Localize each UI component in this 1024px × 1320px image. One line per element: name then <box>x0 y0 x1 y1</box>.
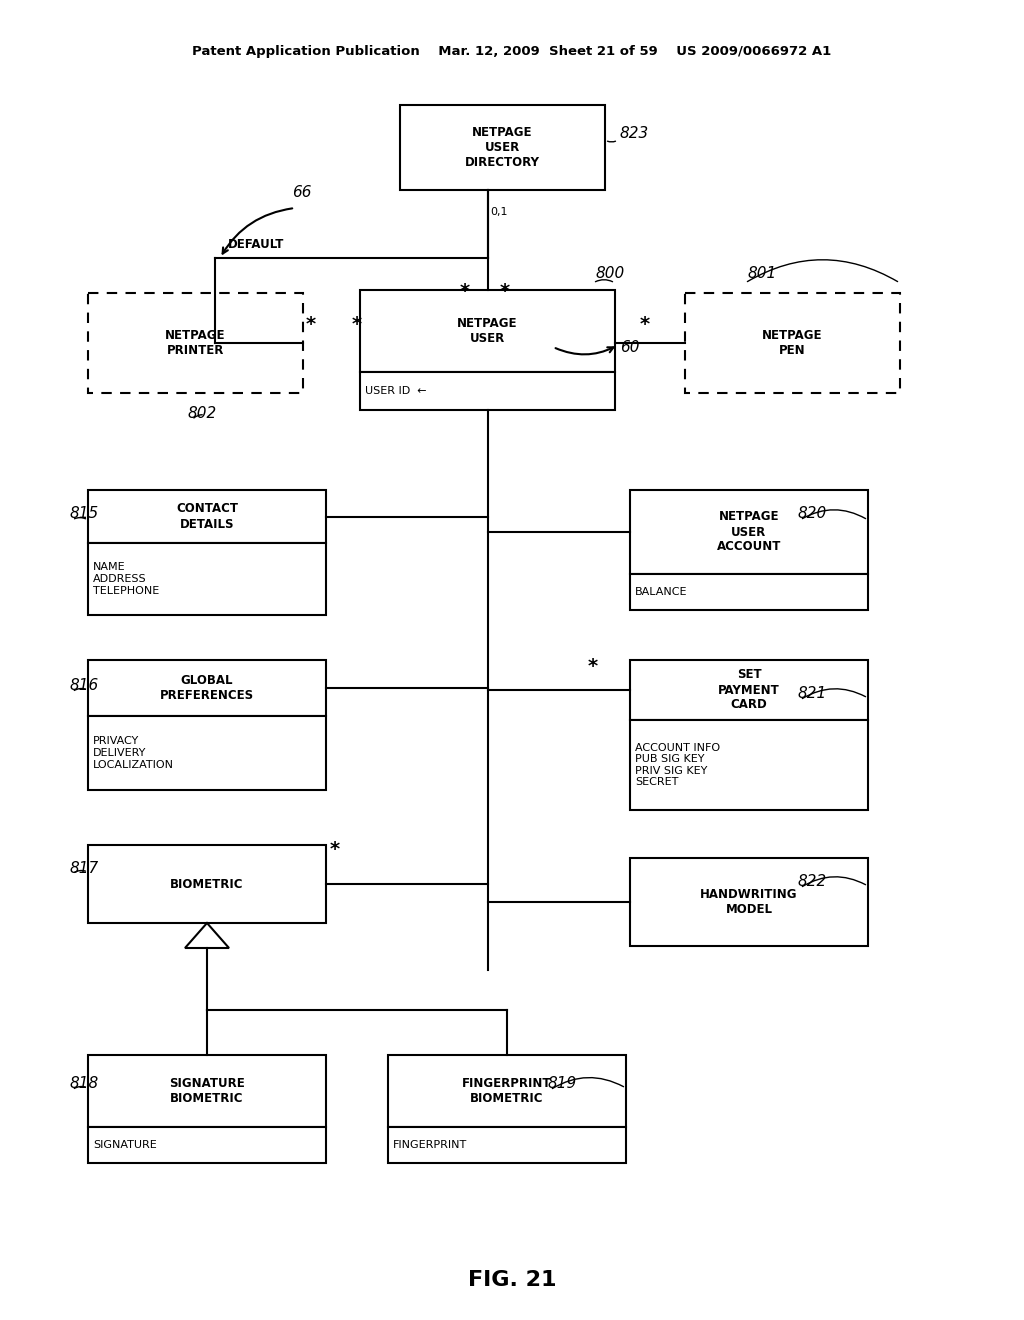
Bar <box>388 1055 626 1127</box>
Text: NAME
ADDRESS
TELEPHONE: NAME ADDRESS TELEPHONE <box>93 562 160 595</box>
Text: ACCOUNT INFO
PUB SIG KEY
PRIV SIG KEY
SECRET: ACCOUNT INFO PUB SIG KEY PRIV SIG KEY SE… <box>635 743 720 788</box>
Text: *: * <box>640 315 650 334</box>
Text: 0,1: 0,1 <box>490 207 508 216</box>
Bar <box>88 1055 326 1127</box>
Text: 817: 817 <box>70 861 99 876</box>
Text: FINGERPRINT: FINGERPRINT <box>393 1140 467 1150</box>
Text: 819: 819 <box>548 1076 578 1092</box>
Text: 816: 816 <box>70 678 99 693</box>
Text: DEFAULT: DEFAULT <box>228 238 285 251</box>
Text: 802: 802 <box>188 407 217 421</box>
Text: *: * <box>330 840 340 859</box>
Bar <box>88 845 326 923</box>
Text: 821: 821 <box>798 686 827 701</box>
Bar <box>400 106 605 190</box>
Text: FINGERPRINT
BIOMETRIC: FINGERPRINT BIOMETRIC <box>462 1077 552 1105</box>
Bar <box>88 490 326 543</box>
Text: 822: 822 <box>798 874 827 888</box>
Bar <box>685 293 900 393</box>
Bar <box>88 660 326 715</box>
Text: *: * <box>460 282 470 301</box>
Text: NETPAGE
USER
DIRECTORY: NETPAGE USER DIRECTORY <box>465 125 540 169</box>
Text: *: * <box>500 282 510 301</box>
Bar <box>88 715 326 789</box>
Bar <box>88 543 326 615</box>
Bar <box>630 858 868 946</box>
Text: *: * <box>352 315 362 334</box>
Text: SET
PAYMENT
CARD: SET PAYMENT CARD <box>718 668 780 711</box>
Text: SIGNATURE: SIGNATURE <box>93 1140 157 1150</box>
Text: NETPAGE
PRINTER: NETPAGE PRINTER <box>165 329 225 356</box>
Bar <box>88 1127 326 1163</box>
Text: 815: 815 <box>70 506 99 521</box>
Bar <box>88 293 303 393</box>
Bar <box>630 490 868 574</box>
Text: PRIVACY
DELIVERY
LOCALIZATION: PRIVACY DELIVERY LOCALIZATION <box>93 737 174 770</box>
Bar <box>360 290 615 372</box>
Text: BALANCE: BALANCE <box>635 587 687 597</box>
Text: GLOBAL
PREFERENCES: GLOBAL PREFERENCES <box>160 675 254 702</box>
Text: HANDWRITING
MODEL: HANDWRITING MODEL <box>700 888 798 916</box>
Bar <box>630 719 868 810</box>
Text: 820: 820 <box>798 506 827 521</box>
Text: *: * <box>588 657 598 676</box>
Text: NETPAGE
PEN: NETPAGE PEN <box>762 329 822 356</box>
Text: NETPAGE
USER
ACCOUNT: NETPAGE USER ACCOUNT <box>717 511 781 553</box>
Text: SIGNATURE
BIOMETRIC: SIGNATURE BIOMETRIC <box>169 1077 245 1105</box>
Text: CONTACT
DETAILS: CONTACT DETAILS <box>176 503 238 531</box>
Bar <box>630 574 868 610</box>
Bar <box>630 660 868 719</box>
Text: *: * <box>306 315 316 334</box>
Text: BIOMETRIC: BIOMETRIC <box>170 878 244 891</box>
Text: 800: 800 <box>595 267 625 281</box>
Text: 801: 801 <box>748 267 777 281</box>
Text: 66: 66 <box>292 185 311 201</box>
Text: FIG. 21: FIG. 21 <box>468 1270 556 1290</box>
Text: USER ID  ←: USER ID ← <box>365 385 427 396</box>
Text: 60: 60 <box>620 341 640 355</box>
Text: 818: 818 <box>70 1076 99 1092</box>
Text: Patent Application Publication    Mar. 12, 2009  Sheet 21 of 59    US 2009/00669: Patent Application Publication Mar. 12, … <box>193 45 831 58</box>
Text: NETPAGE
USER: NETPAGE USER <box>458 317 518 345</box>
Text: 823: 823 <box>620 125 649 141</box>
Bar <box>388 1127 626 1163</box>
Bar <box>360 372 615 411</box>
